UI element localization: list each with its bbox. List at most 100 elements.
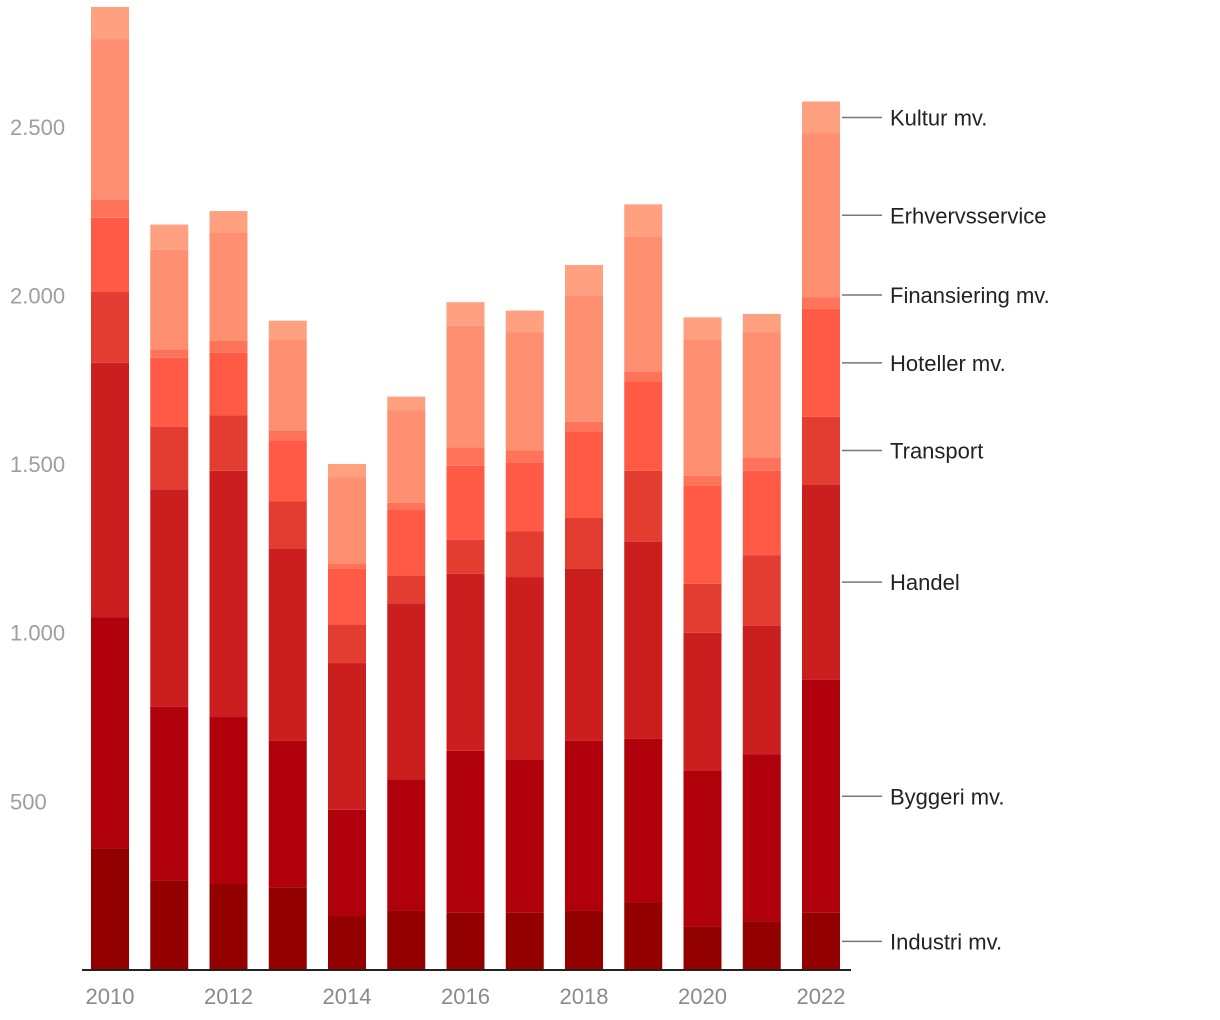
bar-segment-handel-2015 — [387, 604, 426, 780]
bar-segment-byggeri-mv-2022 — [802, 679, 840, 913]
legend: Industri mv. Byggeri mv. Handel Transport Ho… — [842, 105, 1050, 954]
bar-segment-finansiering-mv-2020 — [683, 475, 722, 486]
bar-segment-hoteller-mv-2011 — [150, 357, 189, 427]
bar-segment-handel-2021 — [742, 625, 781, 755]
bar-segment-industri-mv-2010 — [91, 848, 129, 970]
bar-segment-transport-2021 — [742, 555, 781, 626]
bar-segment-industri-mv-2021 — [742, 921, 781, 970]
bar-segment-byggeri-mv-2017 — [505, 759, 544, 913]
bar-segment-erhvervsservice-2019 — [624, 236, 663, 372]
bar-segment-handel-2016 — [446, 573, 485, 751]
bar-segment-hoteller-mv-2014 — [328, 568, 366, 625]
bar-segment-handel-2014 — [328, 663, 366, 810]
bar-segment-byggeri-mv-2016 — [446, 750, 485, 913]
bar-segment-transport-2018 — [565, 518, 603, 569]
y-tick-label: 1.000 — [10, 621, 65, 646]
bar-stack-2020 — [683, 317, 722, 970]
bar-stack-2014 — [328, 464, 366, 970]
bar-segment-finansiering-mv-2021 — [742, 457, 781, 471]
bar-segment-transport-2022 — [802, 416, 840, 485]
bar-segment-industri-mv-2013 — [268, 887, 307, 970]
x-tick-label: 2012 — [204, 984, 253, 1009]
bar-segment-erhvervsservice-2011 — [150, 249, 189, 350]
bar-segment-byggeri-mv-2012 — [209, 717, 248, 884]
bar-segment-handel-2019 — [624, 541, 663, 739]
bar-segment-kultur-mv-2010 — [91, 7, 129, 40]
bar-stack-2021 — [742, 313, 781, 970]
bar-segment-hoteller-mv-2017 — [505, 462, 544, 532]
bar-segment-transport-2011 — [150, 426, 189, 490]
x-tick-label: 2010 — [86, 984, 135, 1009]
bar-segment-hoteller-mv-2012 — [209, 352, 248, 416]
legend-label: Hoteller mv. — [890, 351, 1006, 376]
bar-segment-finansiering-mv-2012 — [209, 340, 248, 353]
bar-segment-finansiering-mv-2011 — [150, 349, 189, 358]
bar-segment-hoteller-mv-2013 — [268, 440, 307, 502]
x-tick-label: 2022 — [797, 984, 846, 1009]
legend-label: Handel — [890, 570, 960, 595]
bar-segment-industri-mv-2016 — [446, 912, 485, 970]
bar-segment-kultur-mv-2011 — [150, 224, 189, 250]
bar-stack-2018 — [565, 265, 603, 970]
legend-label: Industri mv. — [890, 929, 1002, 954]
bar-stack-2016 — [446, 302, 485, 970]
bar-segment-finansiering-mv-2019 — [624, 371, 663, 382]
bar-segment-kultur-mv-2019 — [624, 204, 663, 237]
bar-segment-transport-2012 — [209, 415, 248, 471]
bar-segment-byggeri-mv-2019 — [624, 738, 663, 903]
bar-segment-byggeri-mv-2021 — [742, 754, 781, 922]
bar-segment-industri-mv-2019 — [624, 902, 663, 970]
legend-label: Byggeri mv. — [890, 784, 1005, 809]
bar-segment-byggeri-mv-2013 — [268, 740, 307, 888]
bar-segment-transport-2010 — [91, 292, 129, 363]
bar-segment-erhvervsservice-2022 — [802, 133, 840, 298]
bar-stack-2013 — [268, 320, 307, 970]
bar-segment-transport-2017 — [505, 531, 544, 578]
bar-segment-kultur-mv-2021 — [742, 313, 781, 333]
bar-stack-2019 — [624, 204, 663, 970]
bar-segment-hoteller-mv-2015 — [387, 509, 426, 576]
bar-segment-handel-2012 — [209, 470, 248, 718]
bar-segment-kultur-mv-2017 — [505, 310, 544, 333]
bar-segment-transport-2019 — [624, 470, 663, 542]
bar-segment-erhvervsservice-2020 — [683, 339, 722, 476]
bar-segment-erhvervsservice-2012 — [209, 232, 248, 341]
bar-segment-hoteller-mv-2016 — [446, 465, 485, 540]
bar-segment-finansiering-mv-2010 — [91, 199, 129, 218]
bar-segment-byggeri-mv-2014 — [328, 809, 366, 917]
bar-segment-handel-2017 — [505, 577, 544, 760]
bar-segment-handel-2022 — [802, 484, 840, 680]
legend-label: Kultur mv. — [890, 105, 987, 130]
bar-segment-handel-2013 — [268, 548, 307, 741]
bar-segment-handel-2018 — [565, 568, 603, 741]
x-tick-label: 2020 — [678, 984, 727, 1009]
bar-segment-hoteller-mv-2018 — [565, 432, 603, 519]
bars-layer — [91, 7, 840, 970]
bar-segment-hoteller-mv-2019 — [624, 381, 663, 471]
bar-segment-kultur-mv-2012 — [209, 211, 248, 233]
bar-segment-handel-2011 — [150, 489, 189, 707]
bar-segment-finansiering-mv-2016 — [446, 447, 485, 466]
bar-segment-finansiering-mv-2014 — [328, 563, 366, 569]
bar-stack-2015 — [387, 396, 426, 970]
legend-label: Transport — [890, 439, 983, 464]
y-axis: 500 1.000 1.500 2.000 2.500 — [10, 115, 65, 815]
bar-segment-erhvervsservice-2015 — [387, 410, 426, 503]
bar-segment-finansiering-mv-2015 — [387, 502, 426, 510]
bar-segment-hoteller-mv-2020 — [683, 485, 722, 584]
bar-stack-2012 — [209, 211, 248, 970]
bar-segment-erhvervsservice-2014 — [328, 477, 366, 564]
bar-segment-kultur-mv-2013 — [268, 320, 307, 340]
bar-segment-finansiering-mv-2013 — [268, 430, 307, 441]
bar-segment-erhvervsservice-2016 — [446, 325, 485, 448]
bar-stack-2011 — [150, 224, 189, 970]
x-tick-label: 2014 — [323, 984, 372, 1009]
x-axis: 2010 2012 2014 2016 2018 2020 2022 — [86, 984, 846, 1009]
bar-segment-finansiering-mv-2018 — [565, 421, 603, 433]
bar-segment-finansiering-mv-2017 — [505, 450, 544, 463]
bar-segment-transport-2013 — [268, 501, 307, 549]
bar-segment-handel-2010 — [91, 362, 129, 618]
bar-segment-erhvervsservice-2017 — [505, 332, 544, 451]
bar-segment-industri-mv-2011 — [150, 880, 189, 970]
bar-segment-hoteller-mv-2021 — [742, 470, 781, 556]
